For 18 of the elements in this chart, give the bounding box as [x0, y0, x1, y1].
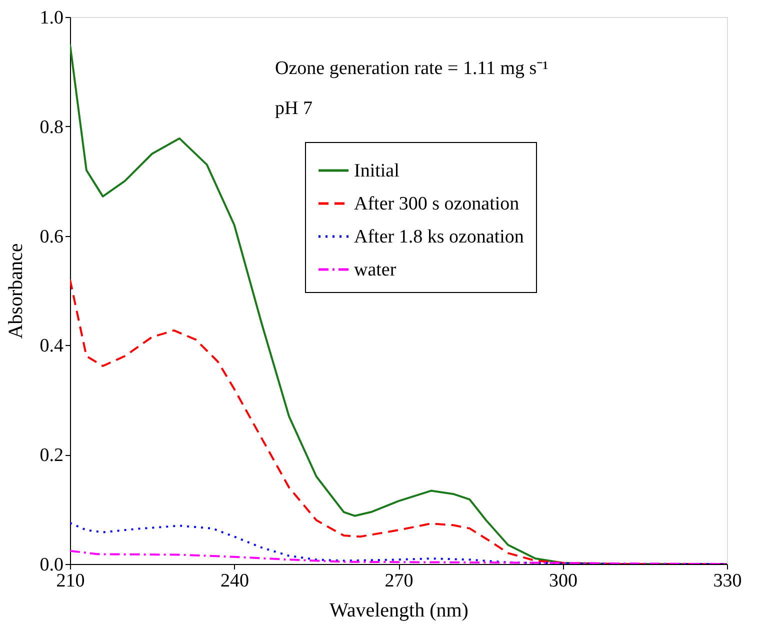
annotation: pH 7: [275, 98, 312, 119]
y-tick-label: 0.2: [40, 445, 64, 466]
legend-label: Initial: [354, 160, 400, 182]
legend-label: After 300 s ozonation: [354, 194, 520, 214]
y-axis-title: Absorbance: [4, 243, 27, 339]
x-tick-label: 300: [549, 570, 578, 592]
x-tick-label: 240: [220, 570, 249, 592]
legend-label: After 1.8 ks ozonation: [354, 226, 524, 248]
x-tick-label: 330: [713, 570, 742, 592]
y-tick-label: 0.4: [40, 336, 64, 357]
x-axis-title: Wavelength (nm): [330, 600, 468, 622]
y-tick-label: 0.8: [40, 116, 64, 138]
x-tick-label: 210: [56, 570, 85, 592]
annotation: Ozone generation rate = 1.11 mg s⁻¹: [275, 58, 549, 79]
x-tick-label: 270: [384, 570, 414, 592]
y-tick-label: 0.6: [40, 226, 64, 248]
legend-label: water: [354, 260, 397, 280]
y-tick-label: 1.0: [40, 8, 64, 28]
